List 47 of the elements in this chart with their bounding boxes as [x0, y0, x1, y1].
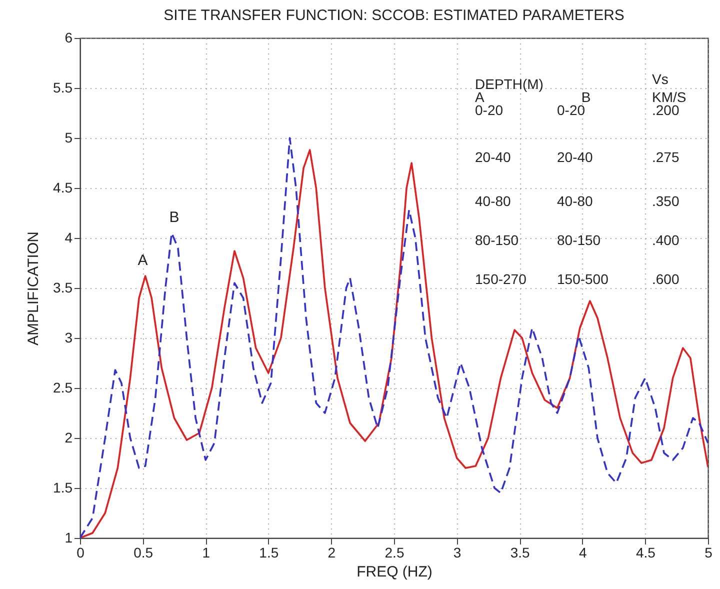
x-tick-label: 4.5 [636, 544, 656, 560]
annotation: 40-80 [475, 193, 512, 209]
annotation: .600 [652, 271, 680, 287]
annotation: .200 [652, 102, 680, 118]
y-tick-label: 2 [64, 430, 73, 446]
x-tick-label: 0 [76, 544, 85, 560]
annotation: 20-40 [557, 149, 594, 165]
y-axis-title: AMPLIFICATION [25, 232, 42, 346]
x-tick-label: 1 [202, 544, 210, 560]
y-tick-label: 2.5 [53, 380, 73, 396]
annotation: Vs [652, 71, 668, 87]
annotation: DEPTH(M) [475, 76, 544, 92]
x-tick-label: 1.5 [259, 544, 279, 560]
x-axis-title: FREQ (HZ) [356, 564, 432, 580]
chart-title: SITE TRANSFER FUNCTION: SCCOB: ESTIMATED PARAMETERS [164, 7, 624, 24]
annotation: KM/S [652, 89, 686, 105]
annotation: 150-500 [557, 271, 609, 287]
x-tick-label: 2 [328, 544, 336, 560]
x-tick-label: 5 [704, 544, 713, 560]
x-tick-label: 3.5 [510, 544, 530, 560]
x-tick-label: 0.5 [134, 544, 154, 560]
annotation: 0-20 [557, 102, 586, 118]
y-tick-label: 1 [64, 530, 73, 546]
annotation: 80-150 [475, 232, 519, 248]
y-tick-label: 1.5 [53, 480, 73, 496]
y-tick-label: 4 [64, 230, 73, 246]
annotation: 20-40 [475, 149, 512, 165]
annotation: 40-80 [557, 193, 594, 209]
annotation: 80-150 [557, 232, 601, 248]
x-tick-label: 3 [453, 544, 462, 560]
annotation: 150-270 [475, 271, 527, 287]
annotation: A [138, 252, 148, 269]
annotation: B [169, 209, 180, 226]
annotation: .400 [652, 232, 680, 248]
annotation: .350 [652, 193, 680, 209]
y-tick-label: 3 [64, 330, 73, 346]
y-tick-label: 3.5 [53, 280, 73, 296]
y-tick-label: 5.5 [53, 80, 73, 96]
x-tick-label: 4 [579, 544, 587, 560]
y-tick-label: 6 [64, 30, 73, 46]
x-tick-label: 2.5 [384, 544, 404, 560]
annotation: A [475, 89, 485, 105]
y-tick-label: 5 [64, 130, 73, 146]
y-tick-label: 4.5 [53, 180, 73, 196]
annotation: .275 [652, 149, 680, 165]
annotation: 0-20 [475, 102, 504, 118]
annotation: B [581, 89, 591, 105]
